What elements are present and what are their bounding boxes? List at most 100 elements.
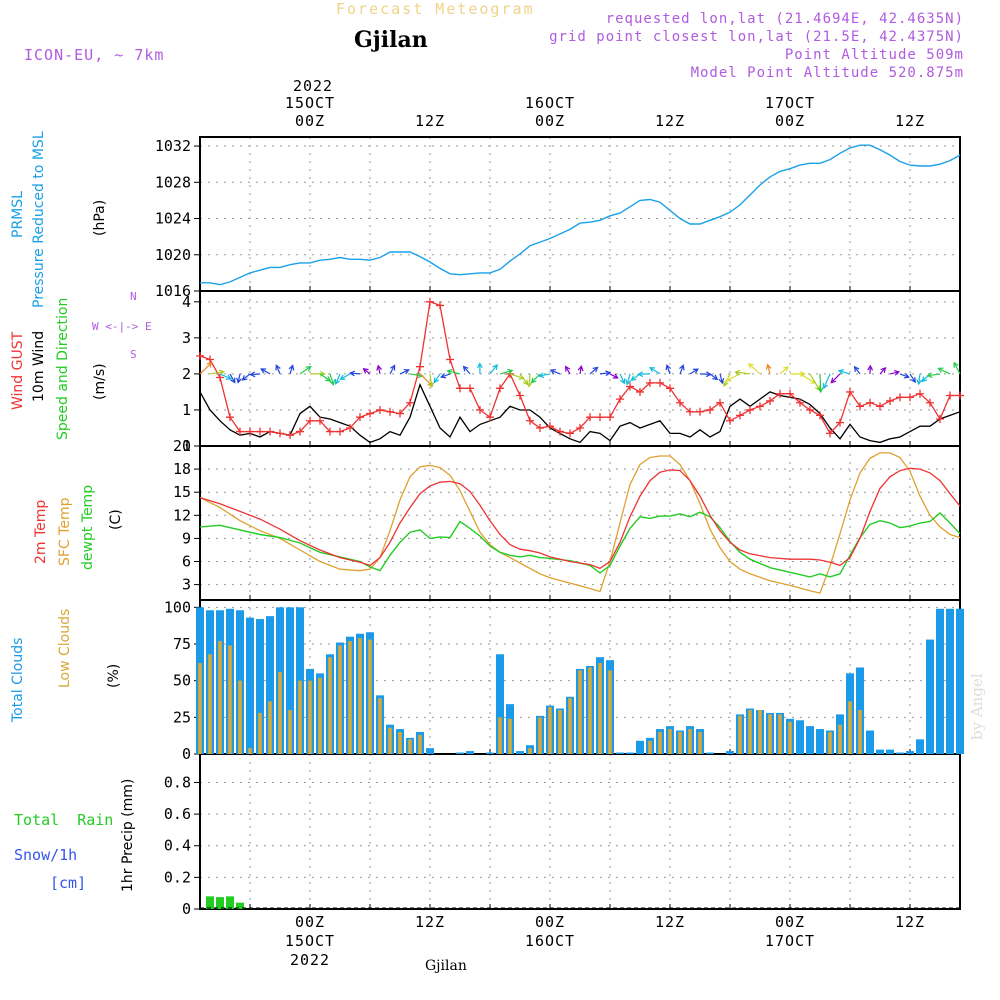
low-clouds-bar <box>288 710 292 754</box>
wind-gust-marker <box>706 405 714 414</box>
wind-gust-marker <box>366 409 374 418</box>
wind-direction-arrow <box>748 363 761 375</box>
low-clouds-bar <box>338 645 342 754</box>
total-clouds-bar <box>516 751 524 754</box>
top-title: Forecast Meteogram <box>336 0 535 18</box>
wind-arrow-head <box>538 372 545 379</box>
wind-arrow-head <box>334 378 341 386</box>
low-clouds-bar <box>318 677 322 754</box>
wind-arrow-head <box>937 367 944 373</box>
wind-gust-marker <box>936 414 944 423</box>
wind-gust-marker <box>956 391 964 400</box>
low-clouds-bar <box>238 680 242 754</box>
wind-gust-marker <box>396 409 404 418</box>
wind-direction-arrow <box>447 370 461 375</box>
wind-arrow-head <box>565 365 571 372</box>
wind-arrow-head <box>723 380 729 388</box>
wind-arrow-head <box>305 365 312 372</box>
bottom-hour-label: 00Z <box>294 913 326 931</box>
wind-direction-arrow <box>779 366 789 375</box>
low-clouds-bar <box>418 734 422 754</box>
wind-direction-arrow <box>609 373 618 379</box>
wind-gust-marker <box>276 429 284 438</box>
wind-arrow-head <box>880 366 887 373</box>
wind-gust-marker <box>526 416 534 425</box>
low-clouds-bar <box>348 641 352 754</box>
wind-direction-arrow <box>399 369 409 375</box>
wind-direction-arrow <box>927 373 941 377</box>
wind-direction-arrow <box>909 373 916 383</box>
y-tick-label: 75 <box>173 635 191 653</box>
rain-bar <box>236 902 244 909</box>
total-clouds-bar <box>426 748 434 754</box>
low-clouds-bar <box>358 638 362 754</box>
wind-direction-arrow <box>823 373 831 389</box>
wind-gust-marker <box>376 405 384 414</box>
wind-gust-marker <box>406 398 414 407</box>
low-clouds-bar <box>648 740 652 754</box>
wind-direction-arrow <box>666 365 671 375</box>
wind-arrow-head <box>339 374 346 380</box>
wind-gust-marker <box>386 407 394 416</box>
wind-gust-marker <box>696 407 704 416</box>
bottom-hour-label: 12Z <box>414 913 446 931</box>
low-clouds-bar <box>848 701 852 754</box>
wind-arrow-head <box>817 387 824 394</box>
wind-direction-arrow <box>809 373 821 391</box>
wind-gust-marker <box>296 427 304 436</box>
wind-direction-arrow <box>528 373 531 387</box>
wind-gust-marker <box>516 391 524 400</box>
wind-direction-arrow <box>953 362 961 375</box>
wind-direction-arrow <box>319 373 331 382</box>
compass-west-east: W <-|-> E <box>92 320 152 333</box>
wind-arrow-head <box>765 363 772 370</box>
wind-direction-arrow <box>237 373 241 383</box>
wind-gust-marker <box>746 405 754 414</box>
y-tick-label: 0.4 <box>164 837 191 855</box>
wind-gust-marker <box>226 413 234 422</box>
panel-frame <box>199 136 961 292</box>
wind-gust-marker <box>436 301 444 310</box>
low-clouds-bar <box>498 717 502 754</box>
y-tick-label: 1016 <box>155 282 191 300</box>
wind-arrow-head <box>893 369 901 376</box>
low-clouds-bar <box>388 727 392 754</box>
wind-direction-arrow <box>879 367 886 375</box>
total-clouds-bar <box>256 619 264 754</box>
wind-gust-marker <box>556 427 564 436</box>
wind-direction-arrow <box>219 373 232 380</box>
wind-direction-arrow <box>719 373 723 384</box>
low-clouds-bar <box>568 698 572 754</box>
wind-arrow-head <box>867 364 874 371</box>
wind-arrow-head <box>348 370 356 377</box>
point-altitude: Point Altitude 509m <box>784 47 964 63</box>
wind-arrow-head <box>921 376 928 383</box>
total-clouds-bar <box>916 739 924 754</box>
wind-gust-marker <box>916 389 924 398</box>
wind-direction-arrow <box>509 373 524 379</box>
wind-gust-marker <box>836 418 844 427</box>
top-date-label: 17OCT <box>764 94 816 112</box>
total-clouds-bar <box>796 720 804 754</box>
low-clouds-bar <box>668 729 672 754</box>
wind-gust-marker <box>756 402 764 411</box>
wind-direction-arrow <box>689 368 699 375</box>
wind-arrow-head <box>910 376 916 384</box>
wind-gust-marker <box>336 427 344 436</box>
wind-direction-arrow <box>899 373 909 378</box>
wind-direction-arrow <box>377 365 381 375</box>
top-date-label: 15OCT <box>284 94 336 112</box>
wind-arrow-head <box>288 364 295 371</box>
low-clouds-bar <box>248 748 252 754</box>
wind-gust-marker <box>806 405 814 414</box>
wind-gust-marker <box>286 431 294 440</box>
wind-arrow-head <box>630 375 637 381</box>
wind-arrow-head <box>530 377 537 384</box>
y-tick-label: 0 <box>182 745 191 763</box>
sfc-temp-line <box>199 452 961 594</box>
total-clouds-bar <box>286 607 294 754</box>
total-clouds-bar <box>726 751 734 754</box>
wind-gust-marker <box>636 387 644 396</box>
total-clouds-bar <box>896 752 904 754</box>
wind-gust-marker <box>316 416 324 425</box>
